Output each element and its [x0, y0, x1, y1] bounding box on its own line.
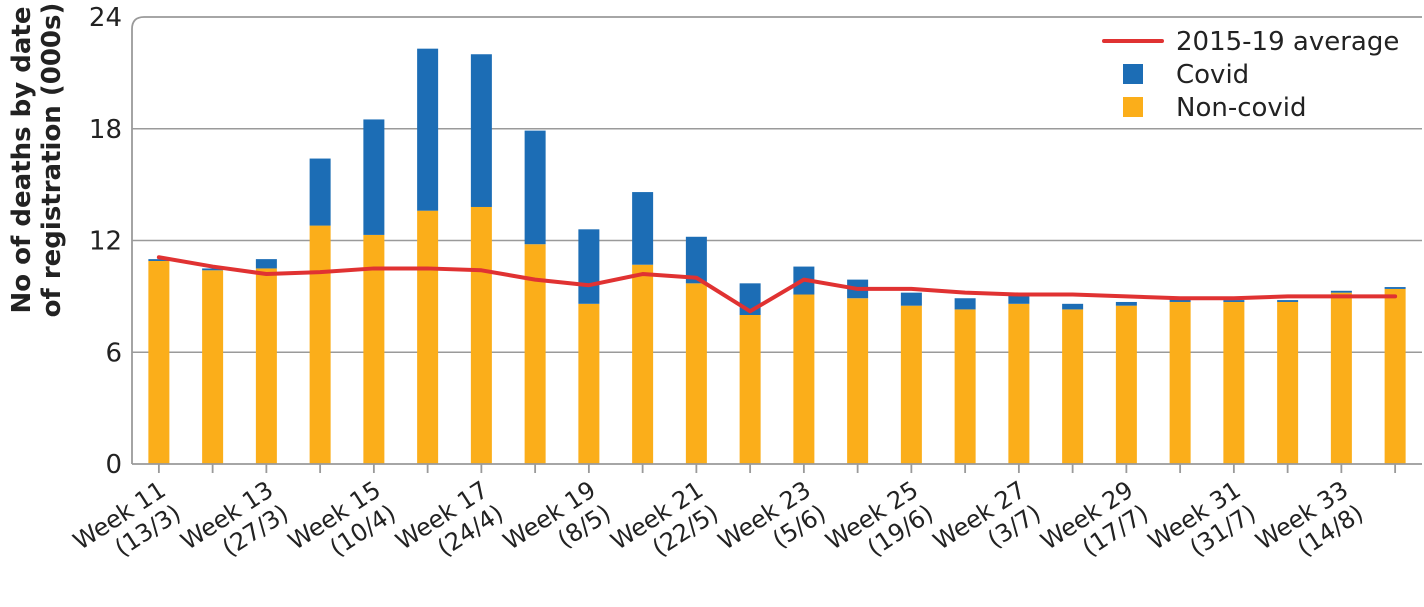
x-tick-label-group: Week 25(19/6)	[821, 476, 939, 563]
bar-noncovid	[954, 309, 976, 464]
bar-covid	[1223, 300, 1245, 302]
y-tick-label: 6	[105, 338, 122, 368]
y-tick-label: 12	[89, 227, 122, 257]
bar-covid	[578, 229, 600, 304]
legend-label: 2015-19 average	[1176, 27, 1399, 57]
bar-noncovid	[202, 270, 224, 464]
bar-noncovid	[685, 283, 707, 464]
plot-border	[131, 16, 1422, 464]
bar-covid	[417, 48, 439, 211]
bar-noncovid	[578, 303, 600, 464]
bar-noncovid	[900, 305, 922, 464]
plot-frame	[131, 16, 1422, 464]
bar-covid	[202, 268, 224, 271]
x-tick-label-group: Week 15(10/4)	[283, 476, 401, 563]
bar-covid	[900, 292, 922, 306]
bar-noncovid	[1277, 301, 1299, 464]
legend-square-swatch	[1123, 64, 1143, 84]
y-tick-label: 24	[89, 3, 122, 33]
legend-square-swatch	[1123, 97, 1143, 117]
bar-noncovid	[524, 244, 546, 464]
bar-noncovid	[1008, 303, 1030, 464]
bar-noncovid	[1223, 301, 1245, 464]
y-axis-title-line: of registration (000s)	[37, 3, 67, 318]
bar-covid	[1330, 290, 1352, 293]
bar-noncovid	[309, 225, 331, 464]
x-tick-label-group: Week 13(27/3)	[176, 476, 294, 563]
y-tick-label: 18	[89, 115, 122, 145]
y-ticks: 0 6 12 18 24	[89, 3, 122, 480]
bar-noncovid	[255, 268, 277, 464]
bar-covid	[148, 259, 170, 261]
bar-covid	[1062, 303, 1084, 310]
x-tick-label-group: Week 23(5/6)	[713, 476, 831, 556]
bar-noncovid	[1062, 309, 1084, 464]
x-tick-label-group: Week 17(24/4)	[391, 476, 509, 563]
bar-noncovid	[847, 298, 869, 464]
bar-noncovid	[148, 260, 170, 464]
gridlines	[132, 128, 1422, 353]
x-tick-label-group: Week 21(22/5)	[606, 476, 724, 563]
bar-covid	[255, 259, 277, 269]
bar-noncovid	[1169, 301, 1191, 464]
legend-label: Covid	[1176, 60, 1249, 90]
x-ticks: Week 11(13/3)Week 13(27/3)Week 15(10/4)W…	[68, 463, 1422, 563]
bar-noncovid	[793, 294, 815, 464]
bar-noncovid	[632, 264, 654, 464]
bar-noncovid	[739, 315, 761, 464]
x-tick-label-group: Week 31(31/7)	[1143, 476, 1261, 563]
y-tick-label: 0	[105, 450, 122, 480]
y-axis-label: No of deaths by date of registration (000…	[7, 3, 67, 318]
bar-covid	[1115, 301, 1137, 306]
bars	[148, 48, 1406, 464]
x-tick-label-group: Week 27(3/7)	[928, 476, 1046, 556]
bar-covid	[470, 54, 492, 207]
x-tick-label-group: Week 33(14/8)	[1251, 476, 1369, 563]
legend-label: Non-covid	[1176, 93, 1307, 123]
bar-covid	[685, 236, 707, 284]
x-tick-label-group: Week 19(8/5)	[498, 476, 616, 556]
bar-noncovid	[363, 234, 385, 464]
bar-covid	[954, 298, 976, 310]
bar-covid	[1277, 300, 1299, 302]
bar-noncovid	[1384, 288, 1406, 464]
y-axis-title-line: No of deaths by date	[7, 7, 37, 314]
bar-covid	[309, 158, 331, 226]
x-tick-label-group: Week 29(17/7)	[1036, 476, 1154, 563]
bar-noncovid	[417, 210, 439, 464]
bar-noncovid	[470, 206, 492, 464]
x-tick-label-group: Week 11(13/3)	[68, 476, 186, 563]
bar-noncovid	[1115, 305, 1137, 464]
average-line-group	[156, 255, 1398, 314]
bar-noncovid	[1330, 292, 1352, 464]
average-line	[156, 255, 1398, 314]
bar-covid	[1008, 294, 1030, 304]
bar-covid	[363, 119, 385, 235]
bar-covid	[632, 192, 654, 265]
y-axis-title: No of deaths by date of registration (000…	[7, 3, 67, 318]
bar-covid	[524, 130, 546, 245]
bar-covid	[1384, 287, 1406, 289]
